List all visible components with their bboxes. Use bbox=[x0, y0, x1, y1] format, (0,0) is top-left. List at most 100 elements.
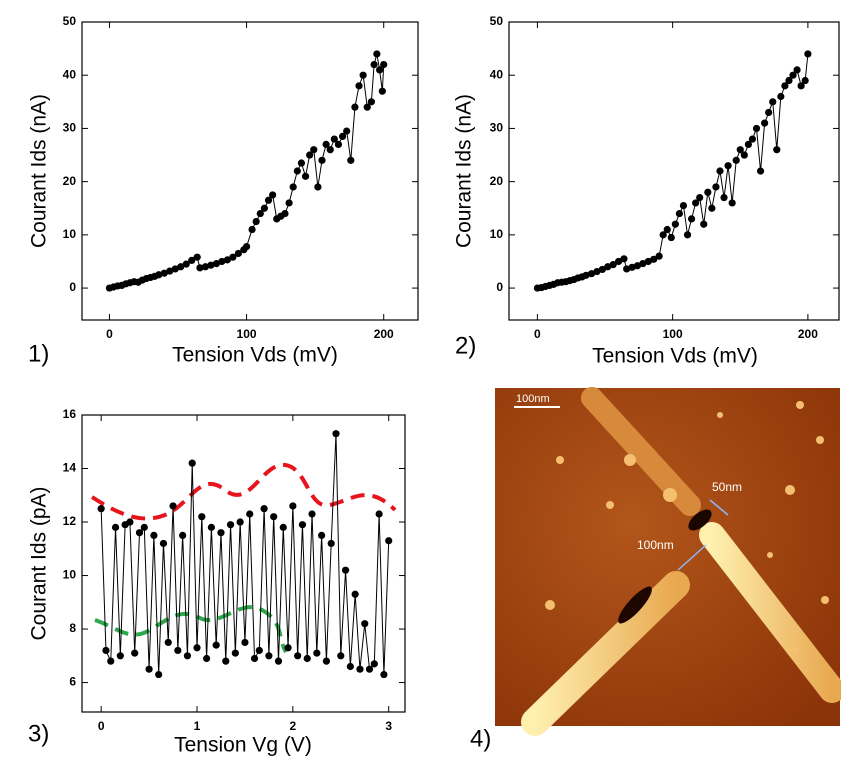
plot-frame bbox=[81, 414, 406, 713]
data-point bbox=[367, 98, 375, 106]
y-axis-label: Courant Ids (pA) bbox=[28, 486, 51, 640]
data-point bbox=[355, 82, 363, 90]
data-point bbox=[150, 531, 158, 540]
data-point bbox=[131, 649, 139, 657]
data-point bbox=[301, 172, 310, 180]
arrow bbox=[709, 499, 729, 516]
y-tick-label: 0 bbox=[69, 280, 76, 294]
data-point bbox=[198, 513, 206, 521]
data-point bbox=[609, 261, 617, 269]
data-point bbox=[712, 183, 720, 191]
data-point bbox=[107, 657, 115, 665]
data-point bbox=[708, 204, 716, 212]
x-tick-label: 3 bbox=[385, 719, 392, 733]
data-point bbox=[202, 654, 211, 663]
data-point bbox=[169, 502, 177, 510]
x-tick-label: 200 bbox=[374, 327, 394, 341]
data-point bbox=[330, 135, 338, 143]
x-tick-label: 1 bbox=[194, 719, 201, 733]
x-axis-label: Tension Vds (mV) bbox=[172, 344, 338, 367]
data-point bbox=[111, 523, 120, 531]
y-tick-label: 0 bbox=[496, 280, 503, 294]
data-point bbox=[639, 259, 647, 268]
data-point bbox=[212, 259, 220, 268]
y-axis-label: Courant Ids (nA) bbox=[28, 94, 51, 248]
data-point bbox=[310, 146, 318, 154]
annotation: 50nm bbox=[712, 480, 742, 494]
particles bbox=[545, 401, 829, 654]
data-point bbox=[231, 649, 239, 657]
data-point bbox=[212, 641, 220, 649]
data-point bbox=[582, 271, 590, 279]
data-point bbox=[241, 638, 249, 647]
y-tick-label: 8 bbox=[69, 621, 76, 635]
data-point bbox=[671, 220, 679, 228]
data-point bbox=[756, 167, 765, 175]
data-point bbox=[234, 249, 242, 258]
data-point bbox=[683, 231, 692, 239]
data-point bbox=[174, 646, 182, 655]
data-point bbox=[256, 209, 264, 218]
data-point bbox=[279, 523, 287, 531]
data-point bbox=[164, 638, 172, 647]
panel-label: 2) bbox=[455, 332, 476, 359]
data-point bbox=[217, 529, 225, 537]
data-point bbox=[765, 108, 773, 117]
data-point bbox=[236, 518, 244, 526]
x-tick-label: 100 bbox=[237, 327, 257, 341]
data-point bbox=[260, 204, 268, 212]
data-point bbox=[376, 66, 384, 74]
data-point bbox=[385, 537, 393, 545]
data-point bbox=[789, 71, 797, 79]
data-point bbox=[97, 505, 105, 513]
data-point bbox=[246, 510, 254, 518]
data-point bbox=[179, 531, 187, 540]
wire bbox=[521, 571, 690, 736]
data-point bbox=[265, 652, 273, 660]
data-point bbox=[166, 267, 174, 275]
data-point bbox=[285, 199, 293, 207]
annotation: 100nm bbox=[637, 538, 674, 552]
data-point bbox=[334, 140, 343, 148]
data-point bbox=[604, 263, 612, 271]
data-point bbox=[308, 510, 316, 518]
y-tick-label: 50 bbox=[490, 14, 504, 28]
data-line bbox=[109, 53, 385, 289]
data-point bbox=[748, 135, 757, 143]
data-point bbox=[696, 194, 704, 202]
x-tick-label: 0 bbox=[106, 327, 113, 341]
data-point bbox=[193, 644, 201, 652]
data-point bbox=[135, 529, 144, 537]
data-point bbox=[687, 215, 696, 223]
y-tick-label: 50 bbox=[63, 14, 77, 28]
y-tick-label: 12 bbox=[63, 514, 77, 528]
data-point bbox=[724, 162, 732, 170]
data-point bbox=[351, 103, 359, 111]
data-point bbox=[182, 260, 190, 268]
data-point bbox=[614, 257, 623, 266]
y-tick-label: 10 bbox=[63, 568, 77, 582]
plot-frame bbox=[508, 21, 840, 321]
data-point bbox=[337, 652, 345, 660]
scale-bar-label: 100nm bbox=[516, 393, 550, 405]
data-point bbox=[177, 263, 185, 271]
data-point bbox=[270, 513, 278, 521]
data-point bbox=[346, 662, 354, 671]
x-tick-label: 0 bbox=[98, 719, 105, 733]
data-point bbox=[294, 652, 302, 660]
data-point bbox=[160, 269, 168, 277]
data-line bbox=[537, 53, 809, 289]
data-point bbox=[744, 140, 752, 148]
data-point bbox=[777, 92, 785, 101]
y-tick-label: 30 bbox=[490, 121, 504, 135]
wire bbox=[699, 522, 841, 703]
data-point bbox=[655, 252, 663, 260]
data-point bbox=[318, 531, 326, 540]
y-tick-label: 20 bbox=[490, 174, 504, 188]
data-point bbox=[297, 159, 306, 167]
data-point bbox=[378, 87, 386, 95]
x-tick-label: 200 bbox=[798, 327, 818, 341]
data-point bbox=[752, 124, 761, 133]
data-point bbox=[155, 670, 163, 679]
